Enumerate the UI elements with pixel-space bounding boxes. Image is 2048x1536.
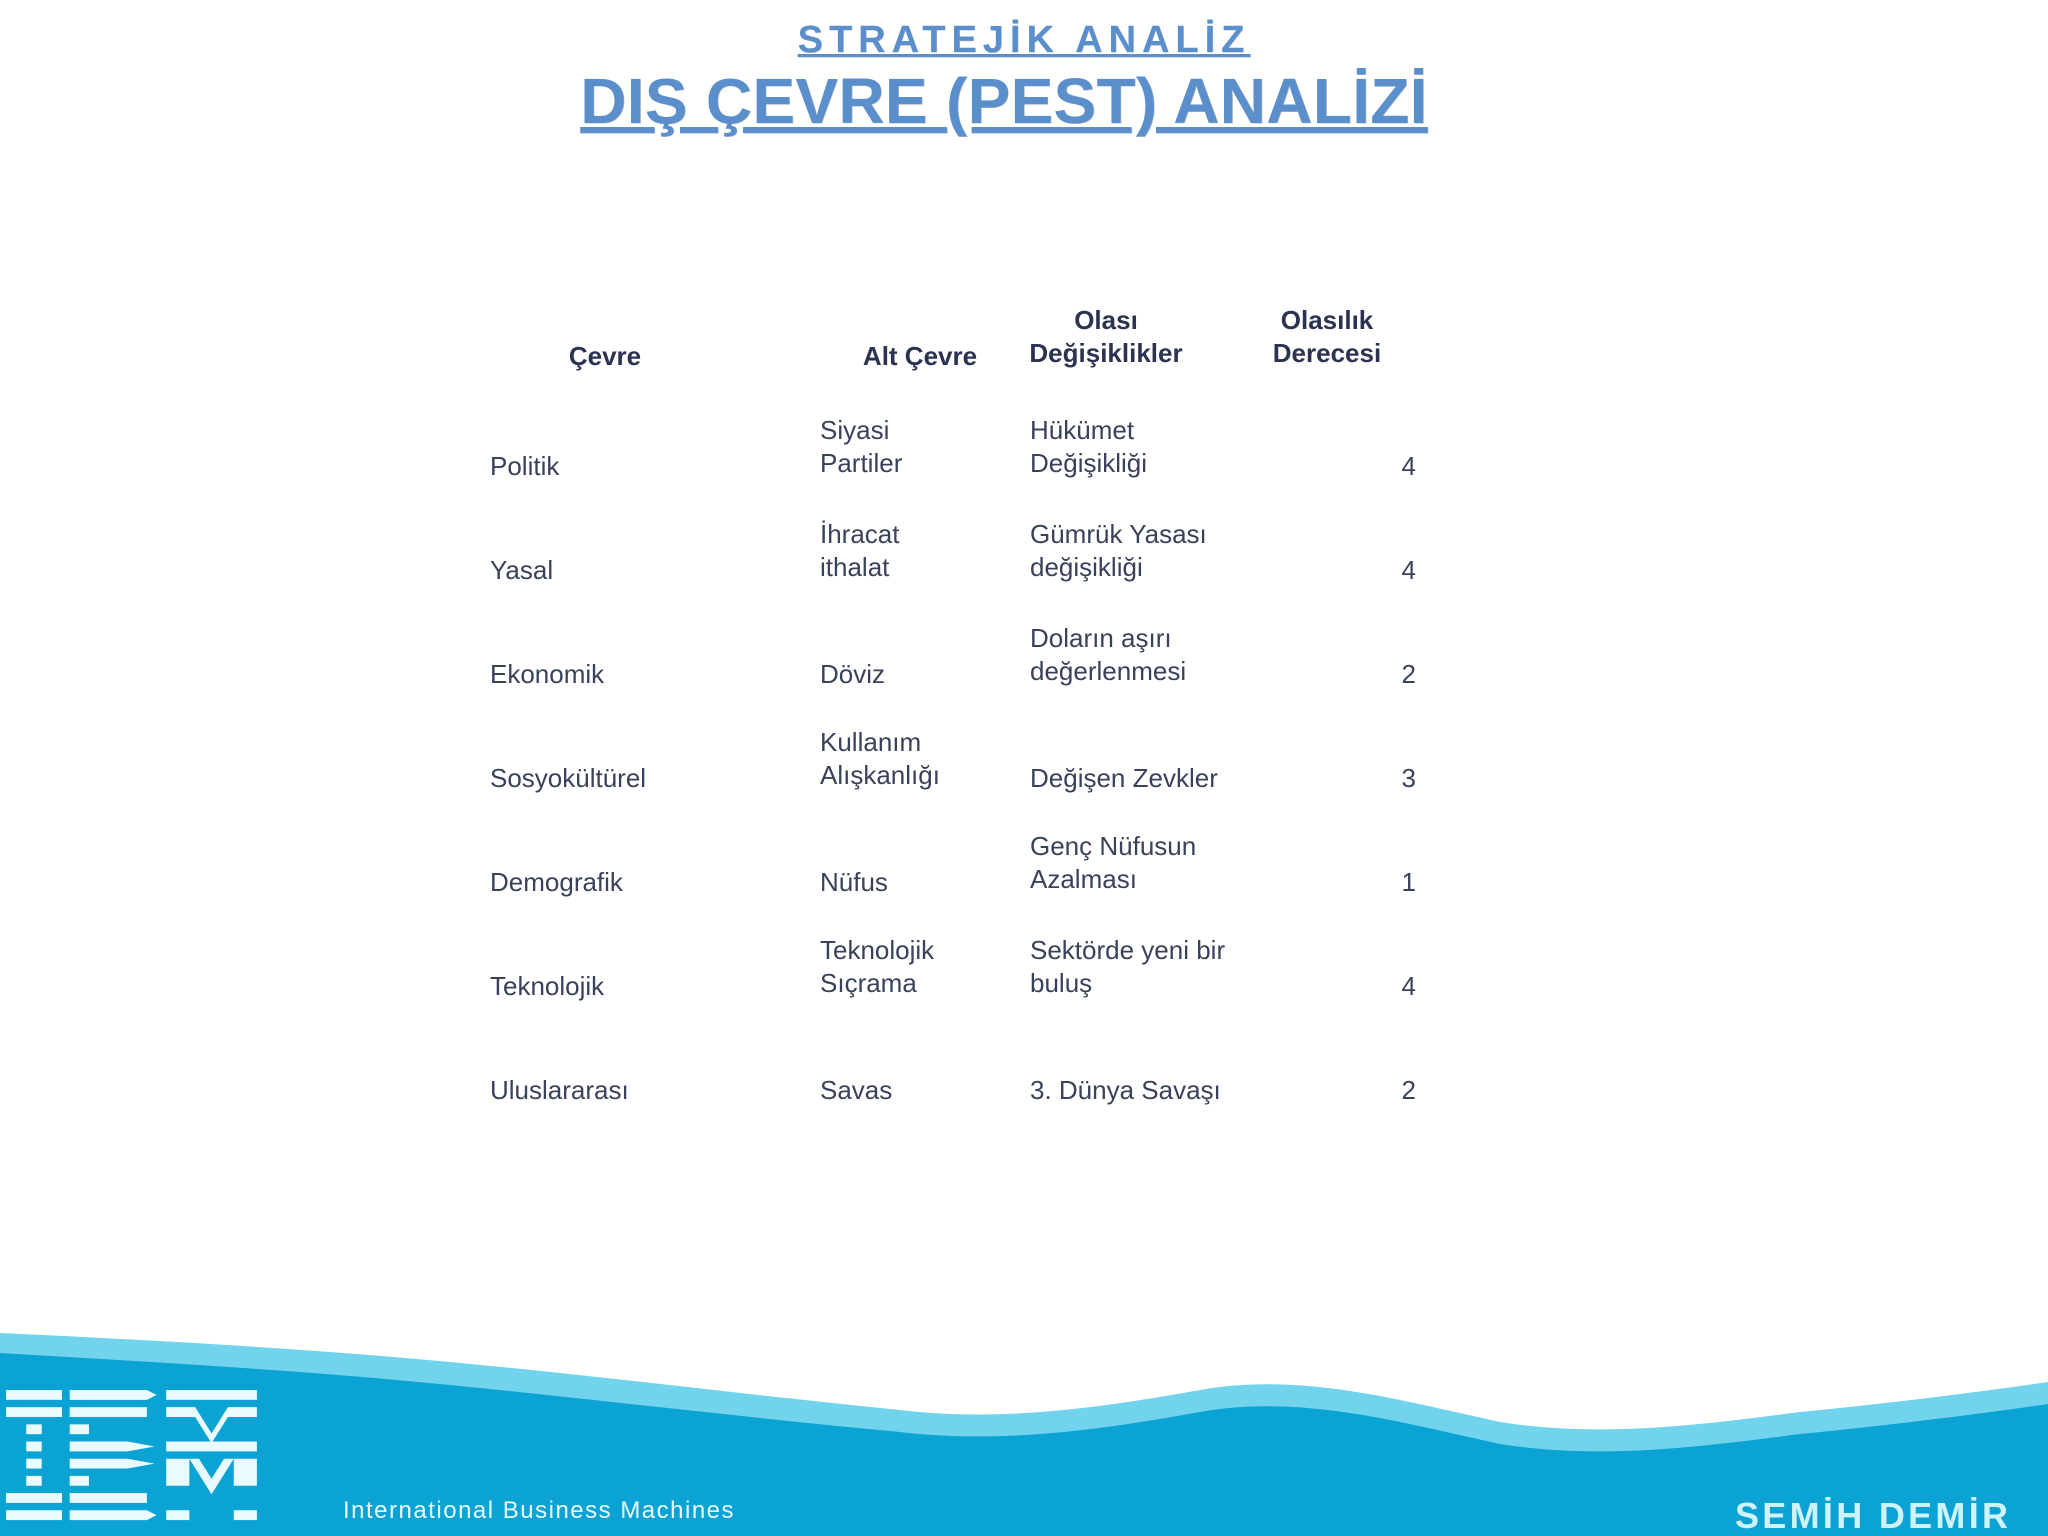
svg-text:International Business Machine: International Business Machines [343,1497,735,1524]
svg-text:SEMİH DEMİR: SEMİH DEMİR [1735,1495,2011,1536]
